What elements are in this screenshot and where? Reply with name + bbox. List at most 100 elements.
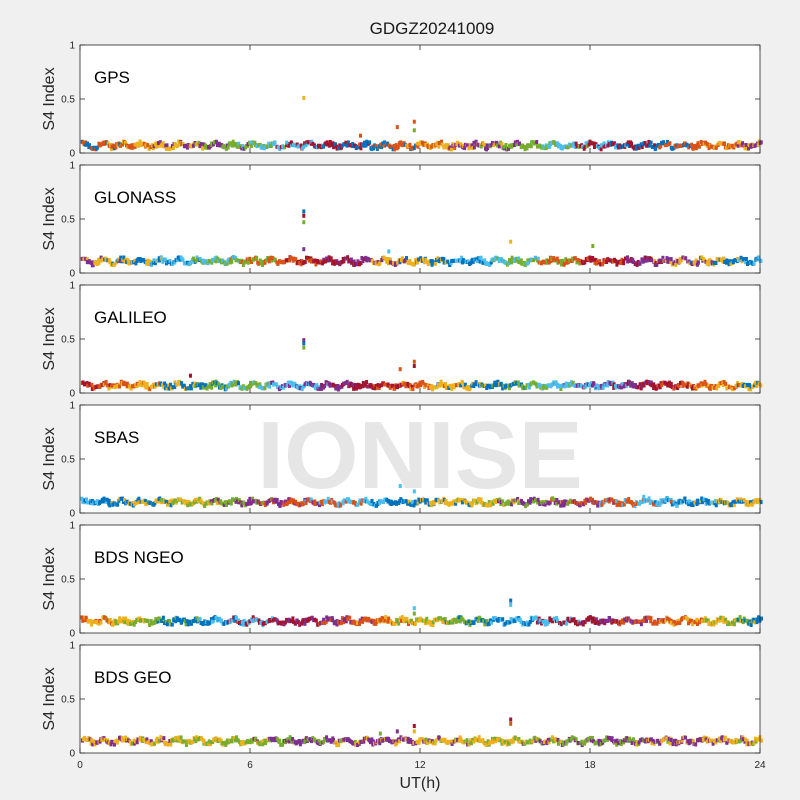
data-point [94, 385, 98, 389]
data-point [538, 739, 542, 744]
data-point [354, 502, 358, 507]
data-point [425, 259, 429, 264]
data-point [334, 385, 338, 390]
data-point [571, 380, 575, 385]
data-point [221, 258, 225, 263]
data-point [739, 738, 743, 743]
data-point [117, 619, 121, 624]
data-point [749, 500, 753, 505]
outlier-point [378, 731, 382, 736]
data-point [559, 739, 563, 744]
data-point [540, 621, 544, 626]
data-point [115, 740, 119, 745]
y-axis-label: S4 Index [41, 307, 58, 370]
data-point [728, 259, 732, 264]
data-point [597, 146, 601, 151]
data-point [108, 617, 112, 622]
data-point [121, 257, 125, 262]
data-point [649, 619, 653, 624]
outlier-point [359, 133, 362, 138]
data-point [219, 738, 223, 743]
data-point [468, 386, 472, 391]
data-point [228, 620, 232, 625]
data-point [144, 502, 148, 506]
data-point [407, 499, 411, 504]
data-point [102, 382, 106, 387]
data-point [425, 616, 429, 621]
panel-label: BDS NGEO [94, 548, 184, 567]
data-point [197, 383, 201, 388]
data-point [132, 622, 136, 627]
data-point [569, 737, 573, 742]
data-point [334, 740, 338, 745]
data-point [424, 737, 428, 742]
data-point [104, 379, 108, 384]
data-point [214, 139, 218, 144]
data-point [434, 738, 438, 743]
data-point [431, 620, 435, 625]
data-point [486, 261, 490, 266]
data-point [387, 499, 391, 503]
data-point [161, 257, 165, 262]
data-point [233, 618, 237, 623]
data-point [554, 380, 558, 385]
data-point [465, 738, 469, 743]
data-point [743, 618, 747, 623]
data-point [368, 140, 372, 145]
data-point [538, 618, 542, 623]
data-point [426, 145, 430, 150]
data-point [438, 736, 441, 741]
data-point [202, 739, 206, 743]
data-point [706, 618, 710, 623]
data-point [725, 146, 729, 150]
data-point [590, 619, 594, 624]
data-point [646, 256, 650, 261]
data-point [326, 258, 330, 263]
data-point [268, 381, 272, 385]
data-point [571, 143, 575, 148]
data-point [95, 499, 99, 504]
data-point [753, 620, 757, 625]
data-point [453, 617, 457, 622]
data-point [665, 142, 669, 147]
data-point [324, 259, 328, 264]
data-point [232, 615, 236, 620]
data-point [146, 618, 150, 623]
outlier-point [398, 484, 402, 488]
data-point [522, 144, 526, 149]
data-point [752, 740, 756, 745]
data-point [168, 739, 172, 743]
data-point [376, 385, 379, 390]
data-point [292, 143, 296, 148]
data-point [391, 384, 395, 389]
data-point [670, 502, 674, 507]
data-point [108, 620, 112, 625]
data-point [736, 143, 740, 148]
data-point [702, 735, 706, 740]
panel-label: GALILEO [94, 308, 167, 327]
data-point [534, 498, 538, 503]
data-point [301, 618, 305, 623]
data-point [649, 616, 653, 621]
y-tick-label: 1 [69, 281, 75, 292]
data-point [225, 740, 229, 745]
data-point [721, 615, 725, 620]
data-point [412, 262, 416, 267]
data-point [595, 383, 599, 388]
data-point [90, 622, 93, 627]
data-point [547, 740, 551, 745]
x-tick-label: 24 [754, 760, 766, 771]
data-point [504, 143, 508, 147]
data-point [482, 143, 486, 147]
data-point [199, 498, 203, 503]
data-point [420, 618, 423, 622]
data-point [660, 500, 664, 505]
data-point [420, 140, 424, 145]
data-point [83, 498, 87, 503]
data-point [672, 622, 676, 627]
outlier-point [302, 220, 306, 225]
data-point [457, 143, 461, 148]
data-point [669, 620, 673, 625]
data-point [408, 258, 412, 263]
